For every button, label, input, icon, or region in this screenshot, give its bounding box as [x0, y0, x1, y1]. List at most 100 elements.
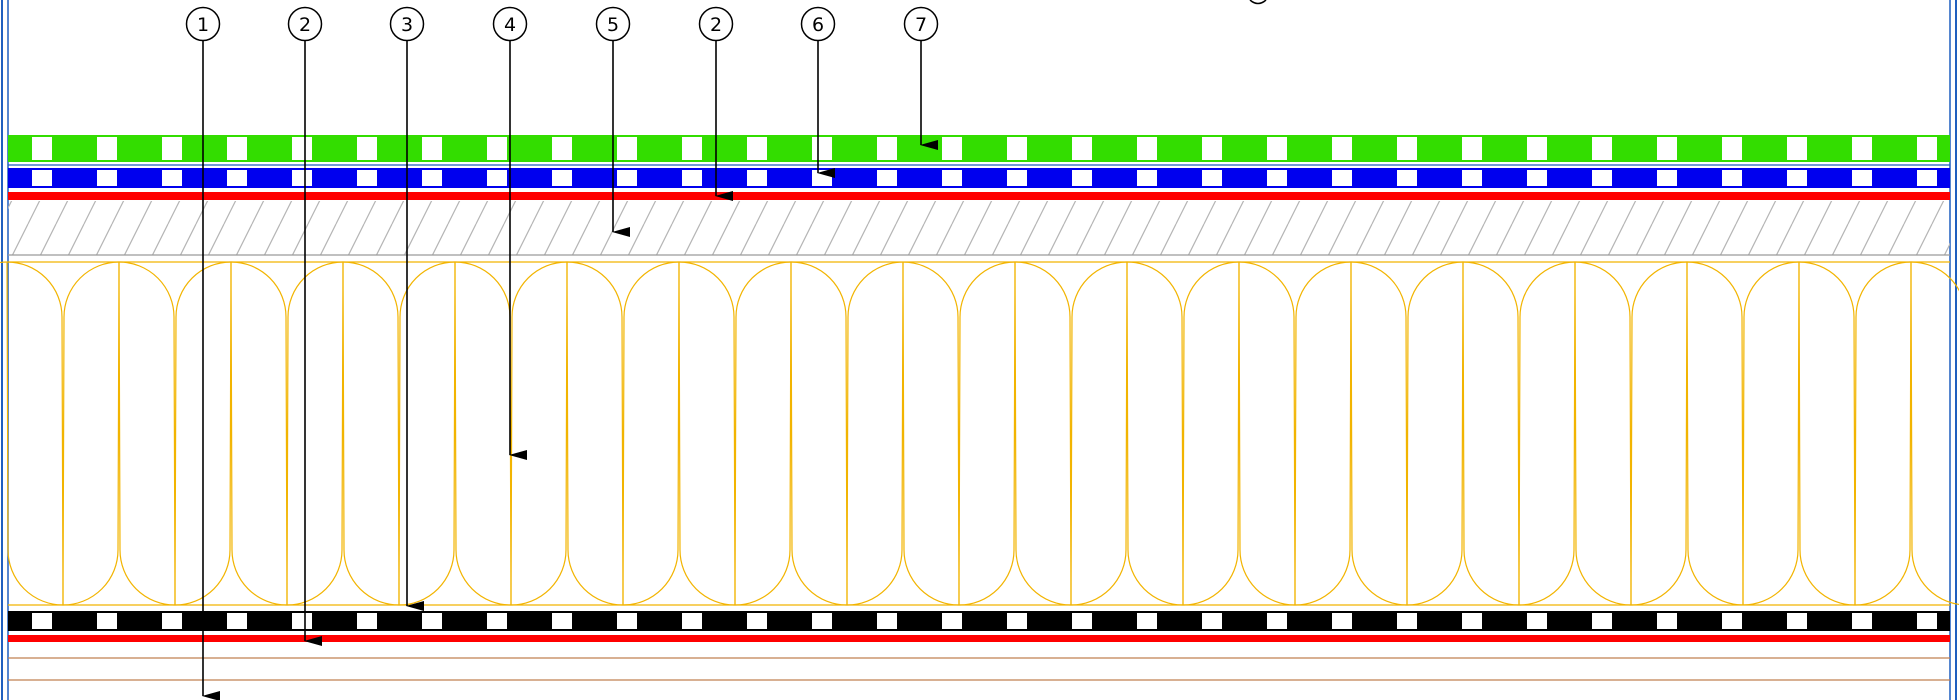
blue-layer-gap: [747, 170, 767, 186]
callout-number: 6: [812, 14, 824, 36]
green-layer-gap: [812, 137, 832, 160]
green-layer-gap: [487, 137, 507, 160]
black-layer-gap: [812, 613, 832, 629]
black-layer-gap: [292, 613, 312, 629]
blue-layer-gap: [1462, 170, 1482, 186]
black-layer-gap: [552, 613, 572, 629]
green-layer-gap: [1072, 137, 1092, 160]
black-layer-gap: [1722, 613, 1742, 629]
blue-layer-gap: [877, 170, 897, 186]
blue-layer-gap: [1137, 170, 1157, 186]
blue-layer-gap: [1592, 170, 1612, 186]
callout-circle: [698, 6, 734, 42]
blue-layer-gap: [1527, 170, 1547, 186]
green-layer-gap: [357, 137, 377, 160]
black-layer-gap: [1007, 613, 1027, 629]
green-layer-gap: [97, 137, 117, 160]
black-layer-gap: [422, 613, 442, 629]
black-layer-gap: [162, 613, 182, 629]
blue-layer-gap: [1397, 170, 1417, 186]
green-layer-gap: [942, 137, 962, 160]
blue-layer-gap: [617, 170, 637, 186]
green-layer-gap: [1332, 137, 1352, 160]
black-layer: [8, 611, 1950, 631]
black-layer-gap: [1397, 613, 1417, 629]
black-layer-gap: [1657, 613, 1677, 629]
black-layer-gap: [877, 613, 897, 629]
green-layer-gap: [877, 137, 897, 160]
black-layer-gap: [1332, 613, 1352, 629]
black-layer-gap: [227, 613, 247, 629]
black-layer-gap: [1462, 613, 1482, 629]
blue-layer-gap: [1722, 170, 1742, 186]
blue-layer-gap: [292, 170, 312, 186]
callout-circle: [800, 6, 836, 42]
blue-layer-gap: [357, 170, 377, 186]
green-layer-gap: [422, 137, 442, 160]
green-layer-gap: [747, 137, 767, 160]
green-layer-gap: [682, 137, 702, 160]
black-layer-gap: [32, 613, 52, 629]
blue-layer-gap: [32, 170, 52, 186]
blue-layer-gap: [1917, 170, 1937, 186]
black-layer-gap: [487, 613, 507, 629]
green-layer-gap: [617, 137, 637, 160]
callout-number: 7: [915, 14, 927, 36]
callout-number: 2: [299, 14, 311, 36]
green-layer-gap: [1917, 137, 1937, 160]
callout-number: 5: [607, 14, 619, 36]
callout-circle: [903, 6, 939, 42]
black-layer-gap: [1072, 613, 1092, 629]
hatched-layer: [8, 201, 1950, 255]
green-layer-gap: [1462, 137, 1482, 160]
callout-number: 2: [710, 14, 722, 36]
black-layer-gap: [617, 613, 637, 629]
blue-layer-gap: [227, 170, 247, 186]
black-layer-gap: [1202, 613, 1222, 629]
blue-layer-gap: [1657, 170, 1677, 186]
red-membrane-lower: [8, 635, 1950, 642]
blue-layer-gap: [1072, 170, 1092, 186]
blue-layer-gap: [812, 170, 832, 186]
callout-circle: [389, 6, 425, 42]
green-layer-gap: [292, 137, 312, 160]
green-layer-gap: [1787, 137, 1807, 160]
green-layer-gap: [1397, 137, 1417, 160]
insulation-lower-bulb: [1910, 261, 1959, 605]
blue-layer-gap: [487, 170, 507, 186]
callout-number: 4: [504, 14, 516, 36]
black-layer-gap: [1527, 613, 1547, 629]
red-membrane-upper: [8, 192, 1950, 200]
green-layer: [8, 135, 1950, 162]
cropped-glyph: [1249, 0, 1267, 5]
black-layer-gap: [1592, 613, 1612, 629]
blue-layer-gap: [552, 170, 572, 186]
green-layer-gap: [32, 137, 52, 160]
black-layer-gap: [747, 613, 767, 629]
green-layer-gap: [162, 137, 182, 160]
callout-circle: [595, 6, 631, 42]
black-layer-gap: [682, 613, 702, 629]
callout-number: 3: [401, 14, 413, 36]
blue-layer-gap: [1202, 170, 1222, 186]
green-layer-gap: [1527, 137, 1547, 160]
blue-layer-gap: [1007, 170, 1027, 186]
black-layer-gap: [1917, 613, 1937, 629]
black-layer-gap: [1137, 613, 1157, 629]
callout-circle: [492, 6, 528, 42]
green-layer-gap: [1202, 137, 1222, 160]
black-layer-gap: [1787, 613, 1807, 629]
green-layer-gap: [552, 137, 572, 160]
callout-circle: [287, 6, 323, 42]
black-layer-gap: [357, 613, 377, 629]
green-layer-gap: [1137, 137, 1157, 160]
insulation-layer: [0, 261, 1959, 606]
blue-layer-gap: [1852, 170, 1872, 186]
blue-layer-gap: [422, 170, 442, 186]
blue-layer-gap: [1787, 170, 1807, 186]
green-layer-gap: [1657, 137, 1677, 160]
insulation-upper-bulb: [1854, 261, 1959, 606]
callout-circle: [185, 6, 221, 42]
